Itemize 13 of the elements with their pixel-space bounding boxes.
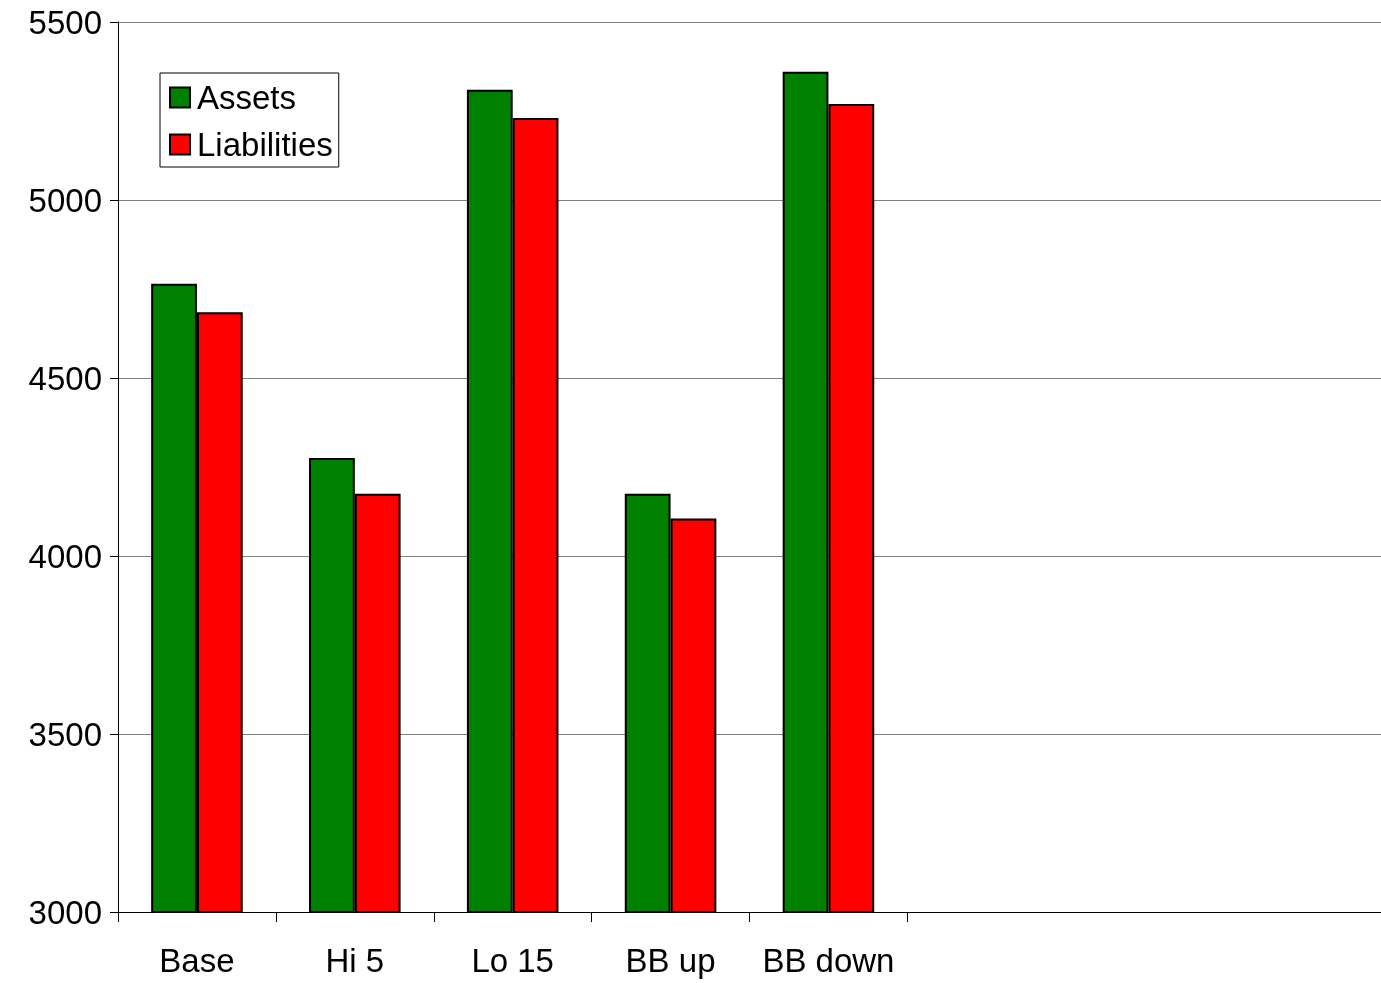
x-tick-label: BB up — [625, 942, 716, 979]
x-tick-label: Lo 15 — [471, 942, 554, 979]
y-tick-label: 4500 — [28, 359, 102, 397]
x-tick-label: BB down — [762, 942, 895, 979]
y-tick-label: 5000 — [28, 181, 102, 219]
y-tick-label: 3500 — [28, 715, 102, 753]
y-tick-label: 5500 — [28, 3, 102, 41]
x-tick-label: Hi 5 — [325, 942, 385, 979]
legend-label: Liabilities — [197, 126, 333, 163]
legend-label: Assets — [197, 79, 297, 116]
y-tick-label: 3000 — [28, 893, 102, 931]
y-tick-label: 4000 — [28, 537, 102, 575]
x-tick-label: Base — [159, 942, 235, 979]
